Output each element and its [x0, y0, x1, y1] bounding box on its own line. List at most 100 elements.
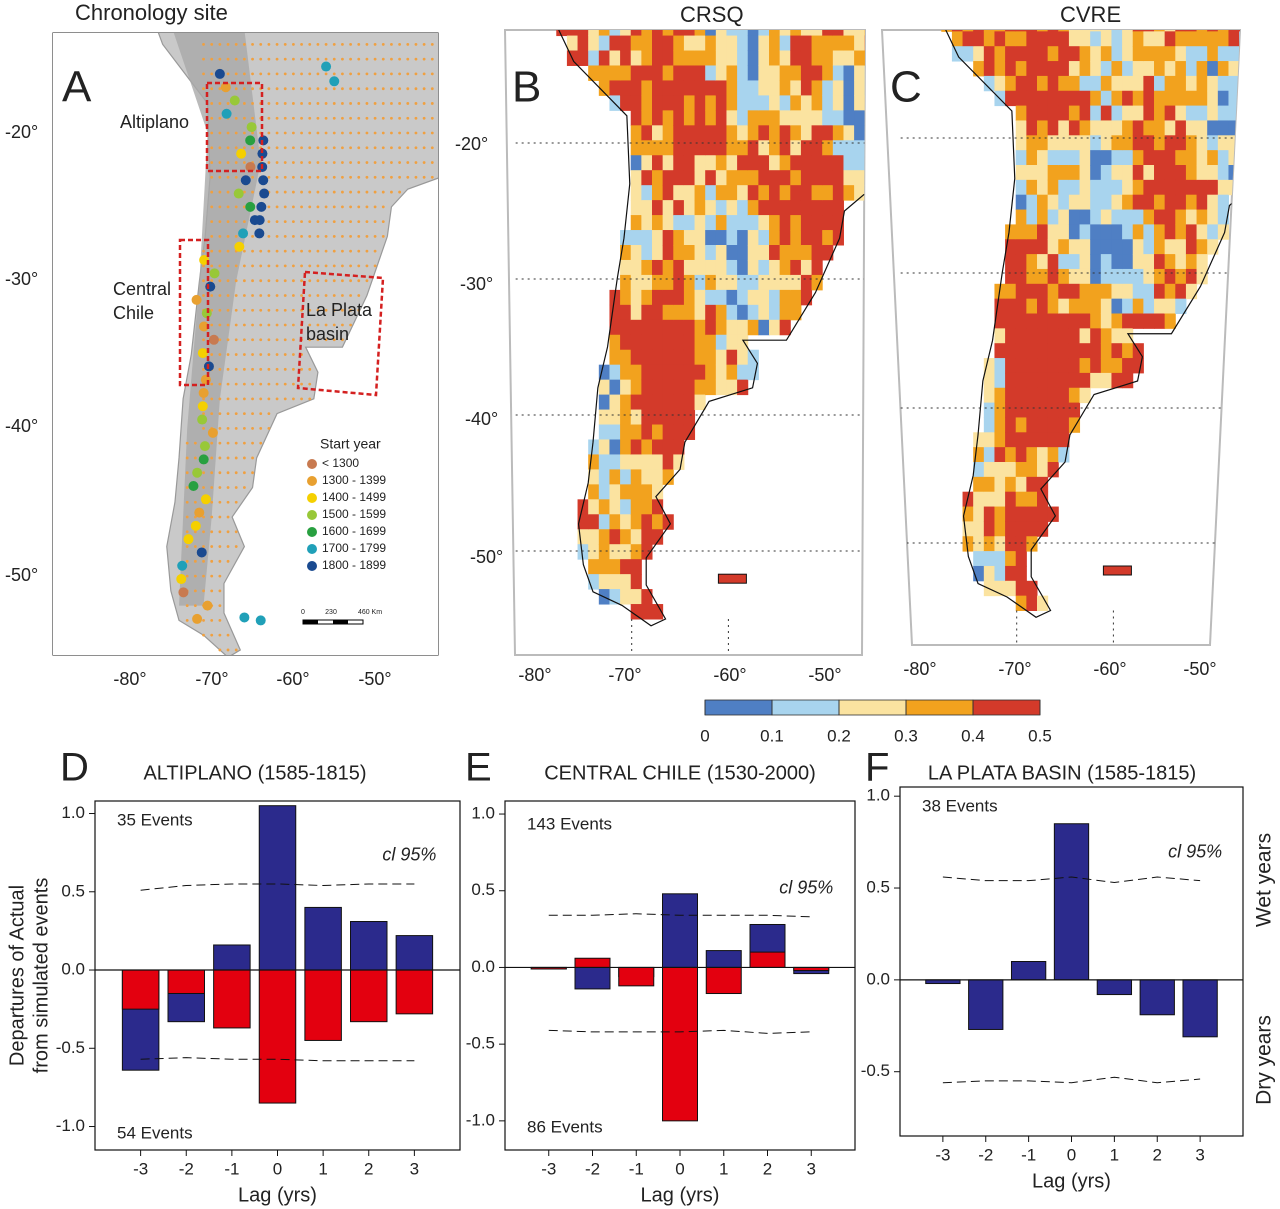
grid-cell: [800, 274, 813, 291]
grid-cell: [843, 140, 855, 156]
grid-cell: [705, 35, 717, 52]
grid-cell: [1005, 462, 1017, 478]
grid-cell: [652, 604, 664, 620]
grid-cell: [641, 259, 653, 276]
grid-point: [267, 102, 271, 105]
grid-point: [357, 205, 361, 209]
grid-cell: [983, 476, 995, 493]
grid-point: [283, 234, 287, 238]
grid-cell: [1143, 283, 1155, 300]
grid-cell: [1207, 31, 1219, 47]
grid-point: [210, 486, 214, 489]
grid-point: [349, 249, 352, 253]
grid-cell: [962, 31, 974, 47]
grid-cell: [737, 200, 749, 216]
grid-cell: [641, 379, 653, 396]
grid-point: [439, 132, 442, 135]
grid-cell: [662, 349, 674, 366]
grid-cell: [705, 230, 717, 246]
grid-cell: [1207, 165, 1219, 181]
grid-cell: [1122, 30, 1134, 32]
grid-cell: [1058, 90, 1070, 107]
bar: [258, 969, 297, 1104]
grid-point: [373, 146, 377, 150]
grid-point: [292, 161, 295, 164]
grid-cell: [1228, 30, 1240, 32]
grid-cell: [758, 95, 770, 111]
y-tick-label: 0.0: [866, 969, 890, 988]
grid-cell: [1100, 224, 1112, 240]
grid-cell: [588, 30, 600, 37]
grid-point: [324, 205, 328, 209]
grid-cell: [758, 259, 770, 276]
grid-cell: [832, 185, 844, 201]
grid-point: [210, 530, 214, 534]
grid-point: [251, 249, 254, 253]
grid-cell: [694, 30, 706, 37]
grid-cell: [588, 559, 600, 575]
grid-point: [193, 456, 197, 460]
x-tick-label: -1: [1021, 1145, 1036, 1164]
grid-point: [414, 57, 418, 61]
grid-cell: [641, 110, 653, 126]
island: [1102, 565, 1132, 576]
grid-cell: [620, 364, 632, 381]
grid-point: [185, 515, 189, 519]
grid-point: [234, 338, 238, 342]
grid-point: [193, 589, 197, 593]
grid-cell: [1079, 209, 1091, 225]
grid-point: [226, 220, 230, 224]
grid-point: [242, 161, 246, 164]
grid-cell: [1143, 46, 1155, 62]
grid-cell: [705, 65, 717, 81]
grid-cell: [1217, 209, 1229, 225]
grid-cell: [705, 334, 717, 351]
grid-point: [292, 146, 295, 150]
grid-cell: [662, 215, 674, 231]
site: [246, 122, 257, 133]
grid-point: [292, 308, 295, 312]
grid-point: [234, 323, 238, 327]
grid-cell: [1005, 328, 1017, 344]
grid-cell: [737, 379, 749, 396]
grid-cell: [1185, 61, 1198, 77]
grid-point: [251, 190, 254, 194]
grid-point: [234, 205, 238, 209]
grid-point: [292, 397, 295, 401]
grid-cell: [747, 170, 759, 186]
grid-point: [242, 205, 246, 209]
grid-cell: [747, 95, 759, 111]
grid-cell: [641, 125, 653, 141]
grid-point: [357, 72, 361, 76]
grid-cell: [1122, 328, 1134, 344]
grid-point: [430, 131, 434, 135]
grid-cell: [1132, 46, 1144, 62]
grid-cell: [620, 334, 632, 351]
grid-point: [234, 382, 238, 386]
grid-cell: [1015, 595, 1027, 611]
grid-cell: [854, 125, 865, 141]
site: [198, 387, 209, 398]
grid-cell: [1100, 343, 1112, 359]
grid-cell: [1143, 135, 1155, 151]
confidence-line: [548, 913, 812, 918]
grid-cell: [1005, 417, 1017, 433]
grid-point: [316, 190, 320, 194]
grid-cell: [620, 469, 632, 485]
grid-cell: [1005, 31, 1017, 47]
grid-cell: [1132, 283, 1144, 300]
grid-cell: [1058, 402, 1070, 418]
grid-cell: [1047, 209, 1059, 225]
grid-cell: [620, 394, 632, 411]
grid-point: [316, 87, 320, 91]
grid-point: [218, 545, 222, 548]
grid-cell: [1143, 224, 1155, 240]
grid-point: [316, 72, 320, 76]
grid-cell: [630, 230, 642, 246]
grid-cell: [641, 274, 653, 291]
lat-label: -50°: [5, 565, 38, 585]
grid-point: [316, 102, 320, 105]
grid-cell: [1090, 179, 1102, 196]
grid-point: [406, 42, 410, 46]
grid-cell: [1015, 476, 1027, 493]
